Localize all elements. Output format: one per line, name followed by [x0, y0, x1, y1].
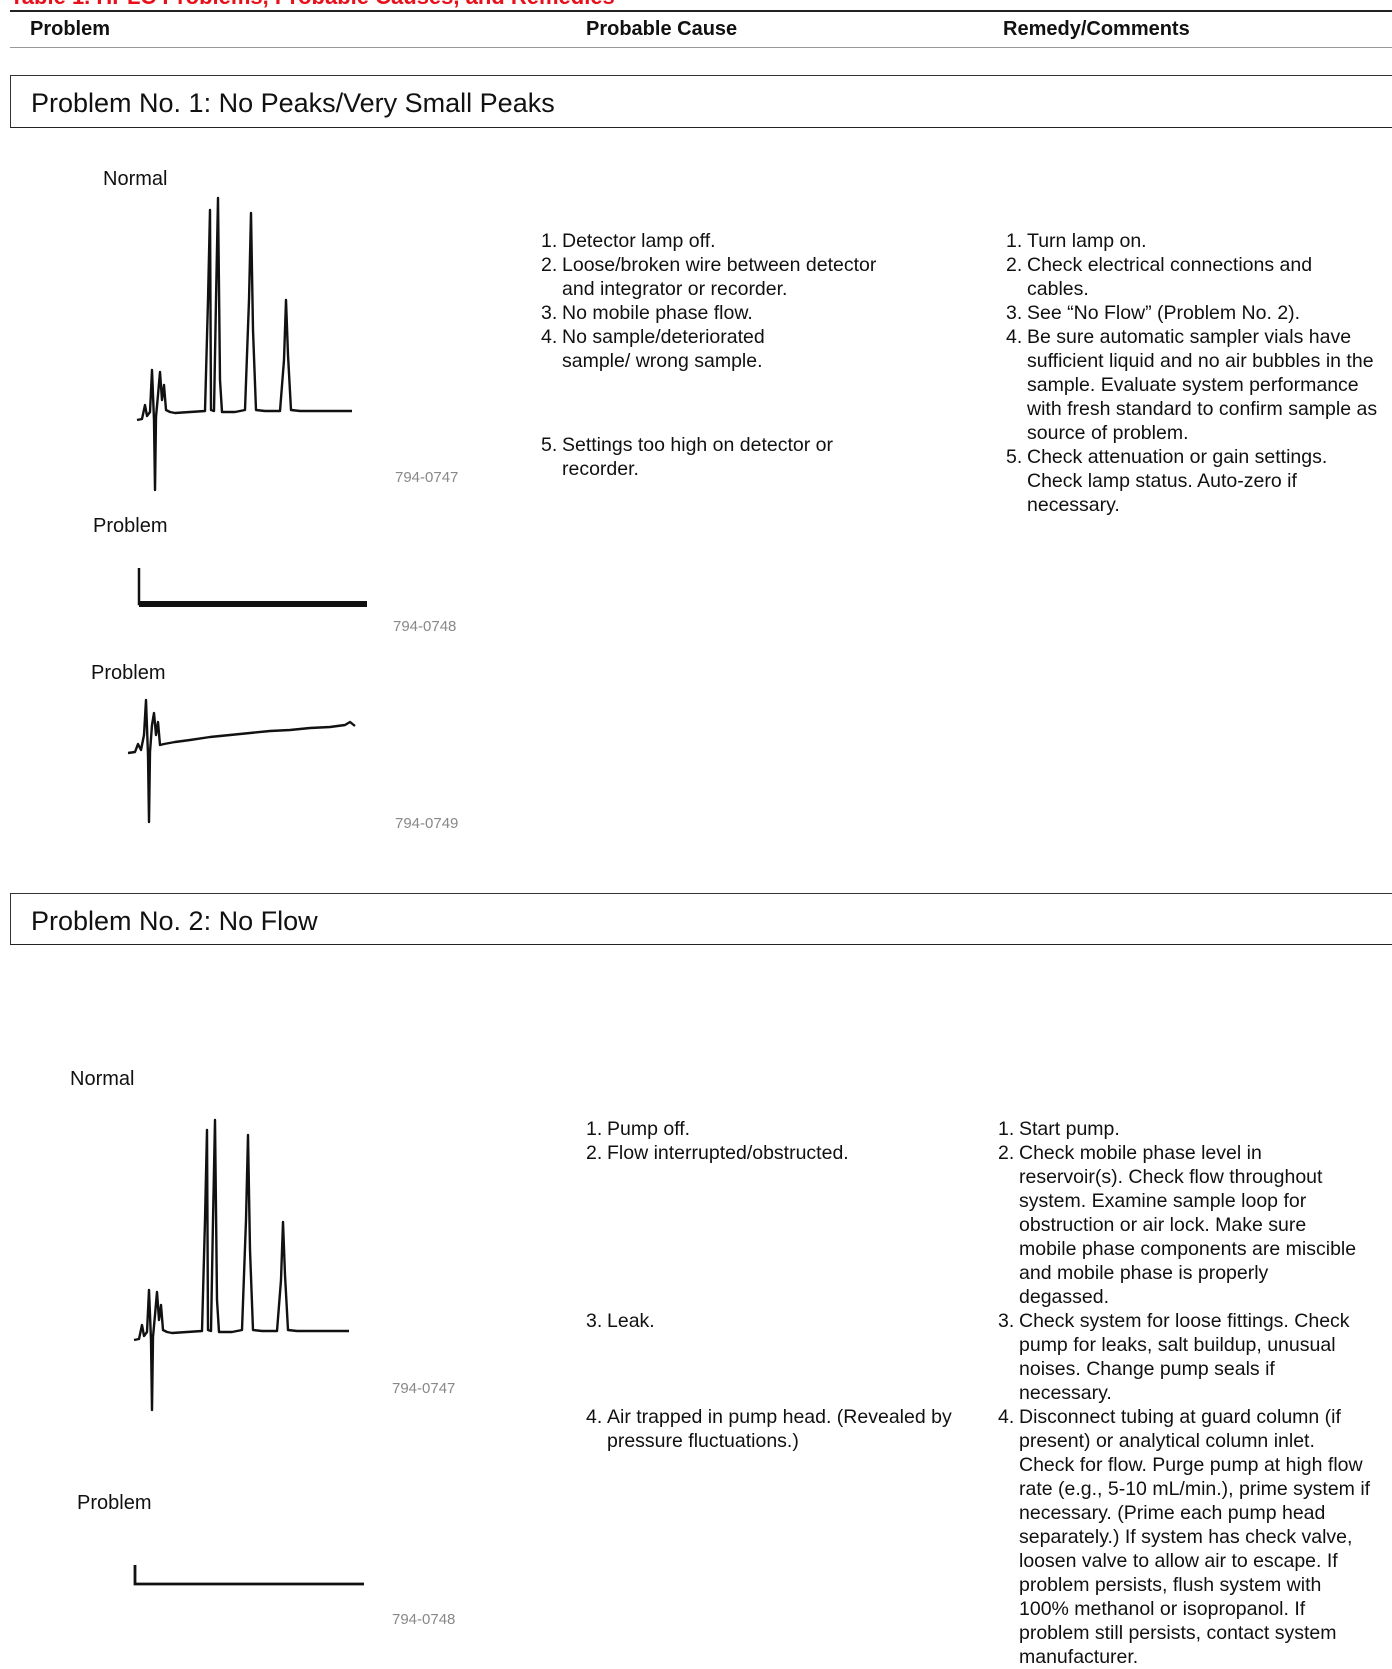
header-bottom-rule	[10, 47, 1392, 48]
remedy-item: 5. Check attenuation or gain settings. Ch…	[1006, 446, 1328, 516]
figure-label-problem: Problem	[77, 1492, 152, 1514]
flat-baseline-chromatogram-2	[133, 1565, 364, 1586]
normal-chromatogram-1	[136, 196, 352, 492]
remedy-item: 1. Turn lamp on.	[1006, 230, 1147, 252]
flat-baseline-chromatogram-1	[137, 568, 367, 607]
figure-label-normal: Normal	[70, 1068, 135, 1090]
figure-label-problem: Problem	[91, 662, 166, 684]
figure-number: 794-0747	[392, 1380, 456, 1397]
cause-item: 5. Settings too high on detector or recor…	[541, 434, 834, 480]
cause-item: 3. No mobile phase flow.	[541, 302, 753, 324]
cause-list-problem-2: 1. Pump off. 2. Flow interrupted/obstructe…	[586, 1117, 976, 1453]
remedy-item: 3. Check system for loose fittings. Check…	[998, 1310, 1350, 1404]
remedy-item: 1. Start pump.	[998, 1118, 1120, 1140]
header-top-rule	[10, 10, 1392, 12]
remedy-item: 3. See “No Flow” (Problem No. 2).	[1006, 302, 1301, 324]
remedy-item: 2. Check mobile phase level in reservoir(…	[998, 1142, 1357, 1308]
cause-item: 3. Leak.	[586, 1310, 655, 1332]
remedy-list-problem-2: 1. Start pump. 2. Check mobile phase level…	[998, 1117, 1378, 1669]
small-peaks-chromatogram-1	[127, 698, 356, 824]
section-title: Problem No. 2: No Flow	[31, 906, 318, 936]
remedy-item: 4. Disconnect tubing at guard column (if …	[998, 1406, 1371, 1668]
table-title: Table 1. HPLC Problems, Probable Causes,…	[10, 0, 615, 10]
section-title: Problem No. 1: No Peaks/Very Small Peaks	[31, 88, 555, 118]
cause-item: 4. No sample/deteriorated sample/ wrong s…	[541, 326, 765, 372]
section-heading-problem-2: Problem No. 2: No Flow	[10, 893, 1392, 945]
remedy-list-problem-1: 1. Turn lamp on. 2. Check electrical conne…	[1006, 229, 1390, 517]
remedy-item: 4. Be sure automatic sampler vials have s…	[1006, 326, 1378, 444]
column-header-remedy: Remedy/Comments	[1003, 18, 1190, 40]
column-header-problem: Problem	[30, 18, 111, 40]
remedy-item: 2. Check electrical connections and cable…	[1006, 254, 1313, 300]
cause-item: 4. Air trapped in pump head. (Revealed by…	[586, 1406, 952, 1452]
cause-item: 2. Flow interrupted/obstructed.	[586, 1142, 849, 1164]
figure-number: 794-0748	[392, 1611, 456, 1628]
cause-list-problem-1: 1. Detector lamp off. 2. Loose/broken wire…	[541, 229, 931, 481]
figure-number: 794-0747	[395, 469, 459, 486]
section-heading-problem-1: Problem No. 1: No Peaks/Very Small Peaks	[10, 75, 1392, 128]
cause-item: 1. Detector lamp off.	[541, 230, 716, 252]
column-header-cause: Probable Cause	[586, 18, 738, 40]
cause-item: 1. Pump off.	[586, 1118, 691, 1140]
figure-number: 794-0749	[395, 815, 459, 832]
figure-label-normal: Normal	[103, 168, 168, 190]
cause-item: 2. Loose/broken wire between detector and…	[541, 254, 877, 300]
figure-number: 794-0748	[393, 618, 457, 635]
normal-chromatogram-2	[133, 1118, 349, 1412]
figure-label-problem: Problem	[93, 515, 168, 537]
